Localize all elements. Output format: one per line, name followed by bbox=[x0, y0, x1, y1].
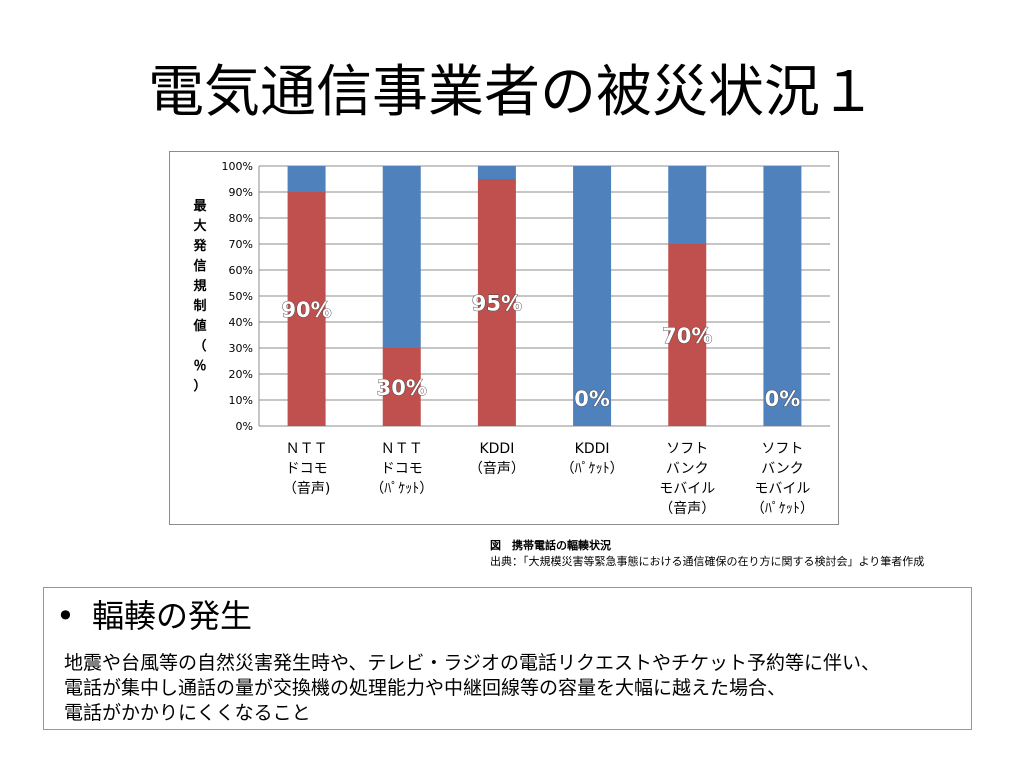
bar-segment-blue bbox=[477, 166, 516, 179]
body-text: 地震や台風等の自然災害発生時や、テレビ・ラジオの電話リクエストやチケット予約等に… bbox=[64, 651, 880, 726]
x-category-label: モバイル bbox=[754, 481, 810, 497]
bar-segment-blue bbox=[573, 166, 612, 426]
y-tick-label: 60% bbox=[229, 264, 253, 277]
y-tick-label: 50% bbox=[229, 290, 253, 303]
bar-segment-red bbox=[477, 179, 516, 426]
x-category-label: ＮＴＴ bbox=[286, 441, 328, 457]
y-label-char: 発 bbox=[192, 238, 207, 254]
y-label-char: （ bbox=[193, 338, 206, 354]
figure-caption: 図 携帯電話の輻輳状況 出典：「大規模災害等緊急事態における通信確保の在り方に関… bbox=[490, 538, 924, 570]
x-category-label: バンク bbox=[761, 461, 804, 477]
body-line: 電話がかかりにくくなること bbox=[64, 702, 311, 724]
bar-segment-red bbox=[668, 244, 707, 426]
bar-segment-blue bbox=[763, 166, 802, 426]
bullet-icon: • bbox=[56, 597, 75, 635]
y-tick-label: 90% bbox=[229, 186, 253, 199]
x-category-label: KDDI bbox=[479, 441, 514, 457]
x-category-label: ソフト bbox=[666, 441, 708, 457]
stacked-bar-chart: 0% 10% 20% 30% 40% 50% 60% 70% 80% 90% 100% 最大発信規制… bbox=[192, 160, 830, 517]
y-tick-label: 80% bbox=[229, 212, 253, 225]
x-category-label: （音声） bbox=[469, 460, 525, 477]
heading-text: 輻輳の発生 bbox=[92, 597, 253, 635]
bar-segment-blue bbox=[287, 166, 326, 192]
data-label: 30% bbox=[377, 376, 427, 400]
y-label-char: 制 bbox=[193, 298, 206, 314]
bar-segment-red bbox=[287, 192, 326, 426]
y-ticks: 0% 10% 20% 30% 40% 50% 60% 70% 80% 90% 100% bbox=[222, 160, 253, 433]
y-label-char: 最 bbox=[193, 199, 207, 214]
x-category-label: （ﾊﾟｹｯﾄ） bbox=[370, 481, 433, 497]
y-tick-label: 10% bbox=[229, 394, 253, 407]
x-category-label: （ﾊﾟｹｯﾄ） bbox=[561, 461, 624, 477]
data-label: 90% bbox=[281, 298, 331, 322]
y-tick-label: 30% bbox=[229, 342, 253, 355]
data-label: 0% bbox=[765, 387, 801, 411]
y-label-char: ） bbox=[193, 378, 206, 394]
x-category-label: （音声) bbox=[283, 480, 330, 497]
bar-segment-blue bbox=[668, 166, 707, 244]
data-label: 70% bbox=[662, 324, 712, 348]
data-label: 0% bbox=[574, 387, 610, 411]
caption-source: 出典：「大規模災害等緊急事態における通信確保の在り方に関する検討会」より筆者作成 bbox=[490, 555, 925, 568]
bar-segment-red bbox=[382, 348, 421, 426]
x-category-label: ソフト bbox=[761, 441, 803, 457]
data-labels: 90% 30% 95% 0% 70% 0% bbox=[281, 291, 801, 411]
explanation-box: • 輻輳の発生 地震や台風等の自然災害発生時や、テレビ・ラジオの電話リクエストやチ… bbox=[43, 587, 972, 730]
caption-title: 図 携帯電話の輻輳状況 bbox=[490, 539, 611, 552]
y-label-char: 規 bbox=[193, 279, 206, 294]
y-label-char: 信 bbox=[193, 258, 206, 274]
x-category-label: モバイル bbox=[659, 481, 715, 497]
x-category-label: （ﾊﾟｹｯﾄ） bbox=[751, 501, 814, 517]
bar-segment-blue bbox=[382, 166, 421, 348]
x-category-label: KDDI bbox=[575, 441, 610, 457]
x-category-labels: ＮＴＴ ドコモ （音声) ＮＴＴ ドコモ （ﾊﾟｹｯﾄ） KDDI （音声） KDDI （ﾊﾟｹｯ… bbox=[283, 441, 814, 517]
x-category-label: ＮＴＴ bbox=[381, 441, 423, 457]
data-label: 95% bbox=[472, 292, 522, 316]
y-label-char: 値 bbox=[192, 318, 206, 334]
x-category-label: ドコモ bbox=[381, 461, 423, 477]
y-tick-label: 70% bbox=[229, 238, 253, 251]
y-tick-label: 0% bbox=[236, 420, 253, 433]
x-category-label: ドコモ bbox=[286, 461, 328, 477]
grid-lines bbox=[258, 165, 830, 427]
x-category-label: バンク bbox=[666, 461, 709, 477]
body-line: 地震や台風等の自然災害発生時や、テレビ・ラジオの電話リクエストやチケット予約等に… bbox=[64, 652, 881, 674]
bullet-heading: • 輻輳の発生 bbox=[56, 594, 252, 638]
body-line: 電話が集中し通話の量が交換機の処理能力や中継回線等の容量を大幅に越えた場合、 bbox=[64, 677, 787, 699]
bars bbox=[287, 166, 802, 426]
chart-frame: 0% 10% 20% 30% 40% 50% 60% 70% 80% 90% 100% 最大発信規制… bbox=[169, 151, 839, 525]
y-tick-label: 20% bbox=[229, 368, 253, 381]
y-tick-label: 100% bbox=[222, 160, 253, 173]
x-category-label: （音声） bbox=[659, 500, 715, 517]
y-label-char: ％ bbox=[193, 359, 206, 374]
slide-title: 電気通信事業者の被災状況１ bbox=[148, 60, 876, 125]
y-tick-label: 40% bbox=[229, 316, 253, 329]
y-label-char: 大 bbox=[193, 218, 206, 234]
